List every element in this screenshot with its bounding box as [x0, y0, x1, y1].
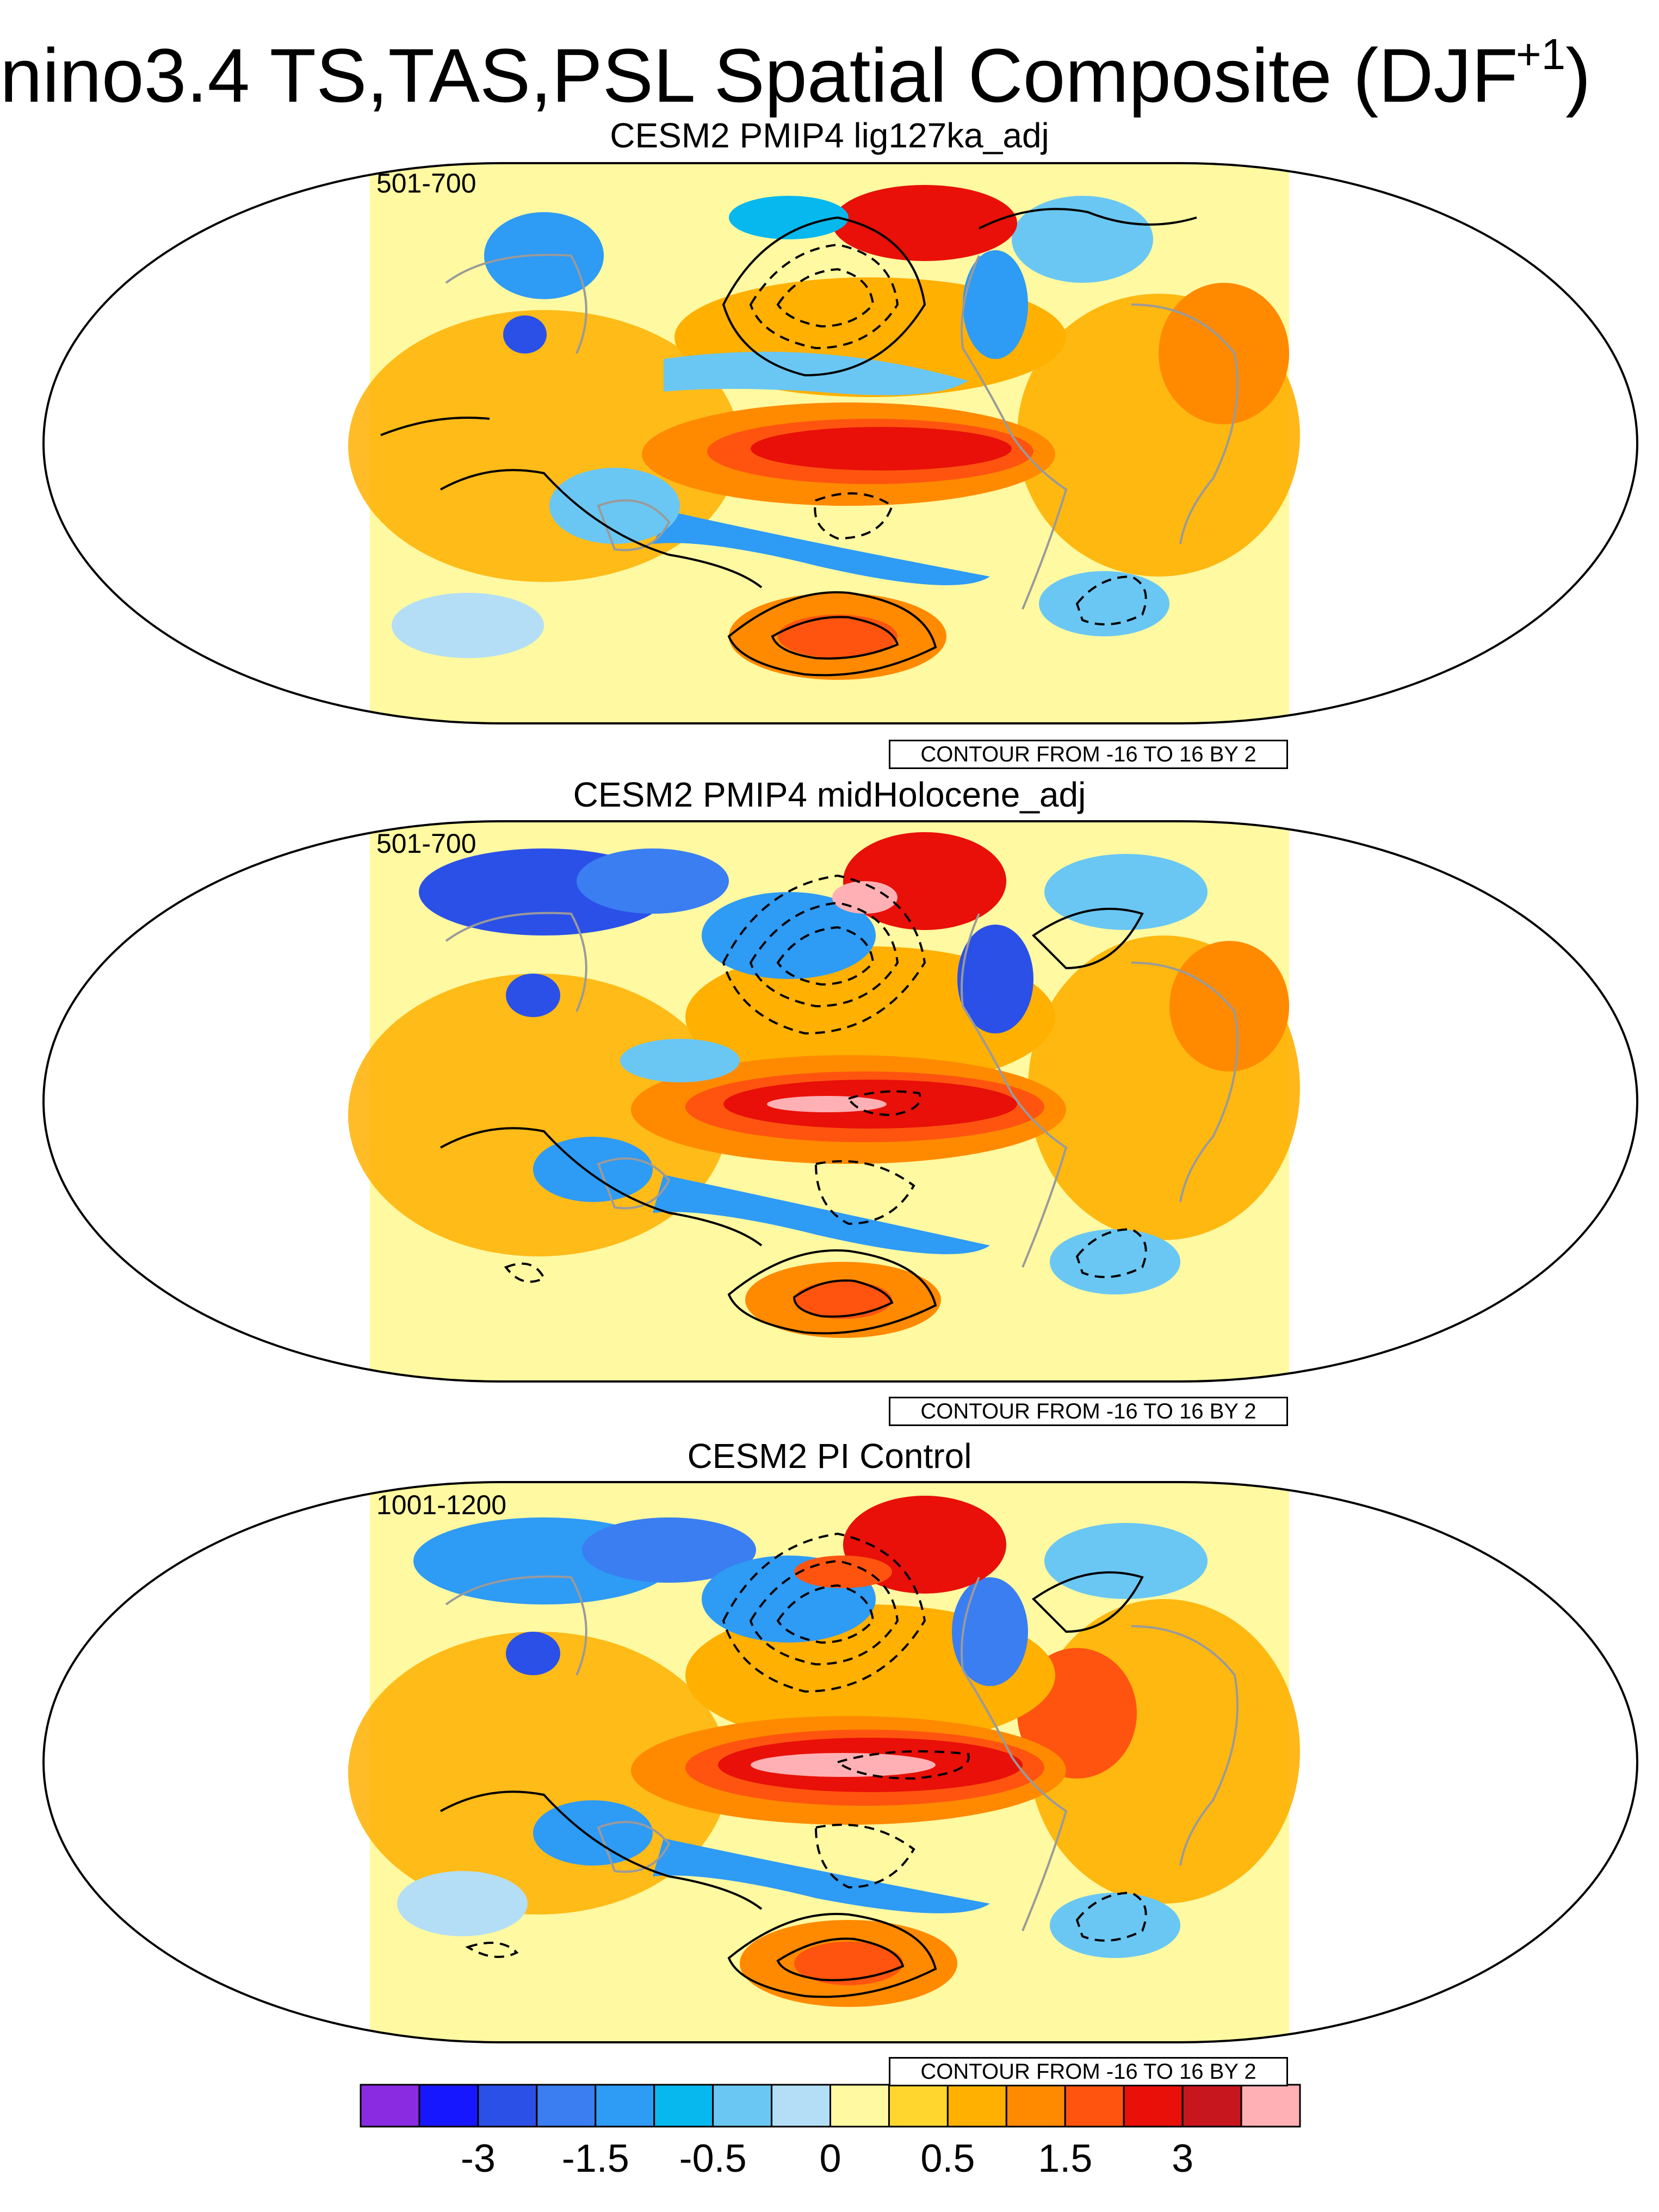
map-panel-pi-control [42, 1481, 1638, 2043]
colorbar-swatch [477, 2084, 538, 2128]
colorbar-swatch [888, 2084, 949, 2128]
figure-title: nino3.4 TS,TAS,PSL Spatial Composite (DJ… [0, 0, 1659, 118]
colorbar-swatch [1005, 2084, 1066, 2128]
figure-title-superscript: +1 [1515, 30, 1566, 78]
colorbar-swatch [1240, 2084, 1301, 2128]
colorbar-swatch [712, 2084, 773, 2128]
panel-3-contour-info: CONTOUR FROM -16 TO 16 BY 2 [889, 2057, 1288, 2086]
colorbar-swatch [418, 2084, 479, 2128]
colorbar-swatch [536, 2084, 597, 2128]
panel-1-period: 501-700 [376, 168, 476, 199]
figure-title-close: ) [1565, 33, 1591, 118]
colorbar-swatch [360, 2084, 420, 2128]
map-panel-midholocene [42, 820, 1638, 1383]
colorbar-swatch [653, 2084, 714, 2128]
panel-2-title: CESM2 PMIP4 midHolocene_adj [573, 775, 1086, 814]
colorbar-tick-label: -3 [460, 2137, 496, 2180]
colorbar-tick-label: -1.5 [561, 2137, 629, 2180]
map-panel-lig127ka [42, 162, 1638, 724]
colorbar-swatch [1123, 2084, 1184, 2128]
colorbar-swatch [595, 2084, 655, 2128]
panel-3-title: CESM2 PI Control [687, 1436, 972, 1476]
colorbar-swatch [1064, 2084, 1125, 2128]
panel-1-contour-info: CONTOUR FROM -16 TO 16 BY 2 [889, 740, 1288, 769]
colorbar-swatch [1181, 2084, 1242, 2128]
panel-3-period: 1001-1200 [376, 1490, 507, 1520]
panel-2-period: 501-700 [376, 828, 476, 859]
colorbar-tick-label: 0.5 [920, 2137, 975, 2180]
colorbar-tick-label: -0.5 [679, 2137, 747, 2180]
colorbar-swatch [946, 2084, 1007, 2128]
colorbar-tick-label: 0 [819, 2137, 841, 2180]
colorbar-tick-label: 1.5 [1038, 2137, 1093, 2180]
colorbar-tick-label: 3 [1172, 2137, 1194, 2180]
panel-1-title: CESM2 PMIP4 lig127ka_adj [610, 116, 1049, 155]
colorbar-swatch [830, 2084, 890, 2128]
colorbar [360, 2084, 1301, 2128]
figure-title-text: nino3.4 TS,TAS,PSL Spatial Composite (DJ… [0, 33, 1518, 118]
colorbar-swatch [771, 2084, 831, 2128]
panel-2-contour-info: CONTOUR FROM -16 TO 16 BY 2 [889, 1397, 1288, 1426]
